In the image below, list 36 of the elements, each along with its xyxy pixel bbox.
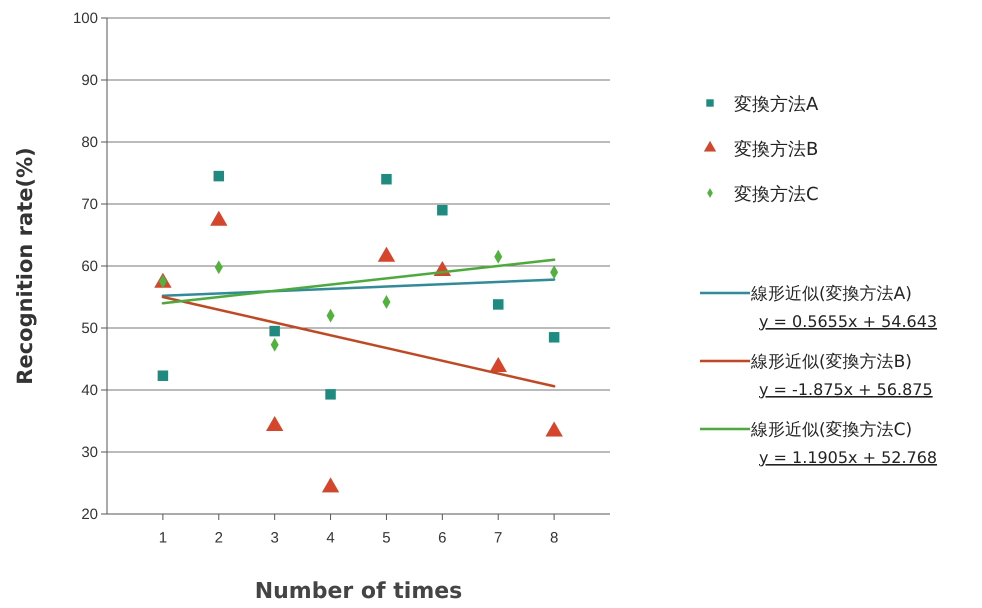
legend-label: 線形近似(変換方法C) — [750, 420, 912, 440]
y-tick-label: 20 — [81, 506, 98, 523]
point — [548, 332, 560, 343]
point — [381, 174, 392, 184]
x-tick-label: 7 — [494, 530, 502, 546]
legend-label: 線形近似(変換方法A) — [750, 284, 912, 304]
point — [325, 389, 336, 400]
y-tick-label: 50 — [81, 320, 98, 337]
point — [269, 326, 280, 336]
y-tick-label: 100 — [72, 10, 98, 27]
y-tick-label: 30 — [81, 444, 98, 461]
legend-label: 変換方法C — [734, 184, 819, 205]
y-tick-label: 90 — [81, 72, 98, 89]
x-tick-label: 6 — [438, 530, 447, 546]
y-tick-label: 60 — [81, 258, 98, 275]
x-tick-label: 5 — [382, 530, 391, 546]
point — [214, 170, 224, 182]
point — [492, 299, 504, 310]
text: y = 0.5655x + 54.643 — [759, 312, 938, 331]
x-tick-label: 1 — [158, 530, 168, 546]
x-tick-label: 2 — [214, 530, 223, 546]
legend-label: 変換方法A — [734, 94, 819, 115]
y-tick-label: 70 — [81, 196, 98, 213]
x-tick-label: 8 — [550, 530, 558, 546]
legend-label: 線形近似(変換方法B) — [750, 352, 912, 372]
legend-label: 変換方法B — [734, 139, 818, 160]
text: y = 1.1905x + 52.768 — [759, 448, 938, 467]
x-tick-label: 4 — [326, 530, 335, 546]
x-tick-label: 3 — [270, 530, 279, 546]
x-axis-title: Number of times — [254, 579, 462, 604]
text: y = -1.875x + 56.875 — [759, 380, 933, 399]
point — [158, 370, 168, 381]
y-axis-title: Recognition rate(%) — [13, 147, 37, 385]
point — [437, 204, 448, 216]
y-tick-label: 40 — [81, 382, 98, 399]
y-tick-label: 80 — [81, 134, 98, 151]
